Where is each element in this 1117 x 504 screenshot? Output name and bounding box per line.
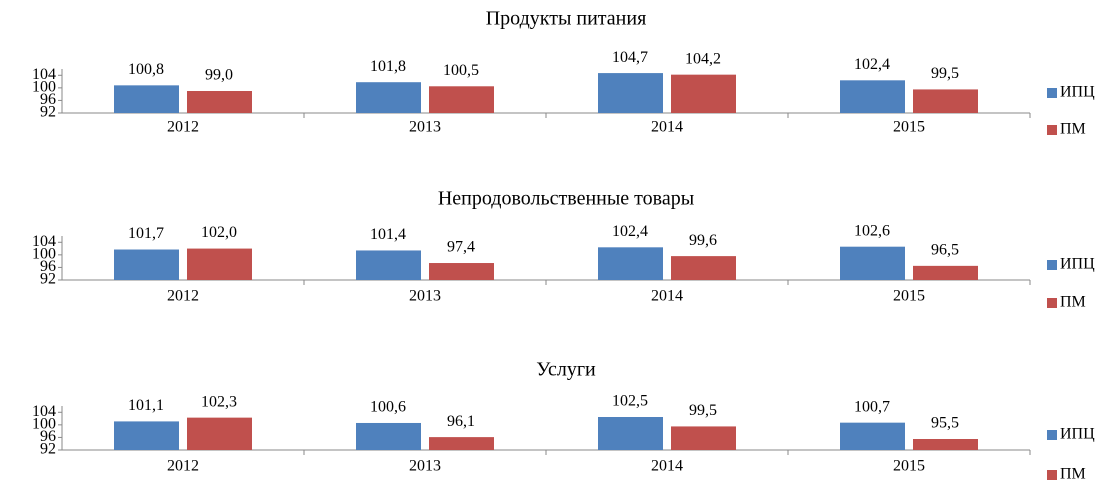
bar	[429, 263, 494, 280]
bar	[671, 256, 736, 280]
x-tick-label: 2013	[409, 119, 441, 136]
bar	[356, 82, 421, 113]
bar	[913, 265, 978, 280]
x-tick-label: 2015	[893, 119, 925, 136]
bar	[429, 437, 494, 450]
data-label: 102,4	[854, 56, 890, 73]
data-label: 96,5	[931, 242, 959, 259]
x-tick-label: 2013	[409, 458, 441, 475]
bar	[840, 246, 905, 280]
data-label: 101,1	[128, 397, 164, 414]
data-label: 100,5	[443, 62, 479, 79]
bar	[598, 417, 663, 450]
data-label: 99,5	[689, 402, 717, 419]
y-tick-label: 92	[40, 271, 56, 288]
y-tick-label: 96	[40, 258, 56, 275]
bar	[356, 422, 421, 450]
data-label: 101,7	[128, 225, 164, 242]
x-tick-label: 2012	[167, 458, 199, 475]
bar	[913, 89, 978, 113]
legend-label: ПМ	[1060, 294, 1086, 311]
x-tick-label: 2014	[651, 119, 683, 136]
legend-swatch	[1047, 470, 1057, 480]
data-label: 102,6	[854, 222, 890, 239]
legend-label: ПМ	[1060, 121, 1086, 138]
y-tick-label: 104	[32, 403, 56, 420]
data-label: 102,3	[201, 393, 237, 410]
y-tick-label: 100	[32, 246, 56, 263]
bar	[429, 86, 494, 113]
bar	[114, 421, 179, 450]
legend-label: ИПЦ	[1060, 426, 1095, 443]
chart-title: Непродовольственные товары	[438, 188, 694, 210]
y-tick-label: 100	[32, 79, 56, 96]
legend-label: ИПЦ	[1060, 84, 1095, 101]
data-label: 96,1	[447, 413, 475, 430]
data-label: 104,2	[685, 50, 721, 67]
bar	[598, 247, 663, 280]
bar	[840, 422, 905, 450]
bar	[187, 417, 252, 450]
y-tick-label: 92	[40, 104, 56, 121]
data-label: 99,0	[205, 67, 233, 84]
data-label: 102,5	[612, 393, 648, 410]
bar	[114, 85, 179, 113]
bar	[114, 249, 179, 280]
bar	[671, 426, 736, 450]
bar	[671, 74, 736, 113]
chart-title: Продукты питания	[486, 8, 647, 30]
data-label: 100,7	[854, 398, 890, 415]
legend-swatch	[1047, 125, 1057, 135]
data-label: 102,0	[201, 224, 237, 241]
x-tick-label: 2012	[167, 119, 199, 136]
legend-swatch	[1047, 298, 1057, 308]
data-label: 97,4	[447, 239, 475, 256]
x-tick-label: 2013	[409, 288, 441, 305]
y-tick-label: 96	[40, 91, 56, 108]
legend-swatch	[1047, 260, 1057, 270]
legend-label: ИПЦ	[1060, 256, 1095, 273]
y-tick-label: 104	[32, 66, 56, 83]
y-tick-label: 92	[40, 441, 56, 458]
legend-swatch	[1047, 430, 1057, 440]
y-tick-label: 104	[32, 233, 56, 250]
chart-title: Услуги	[536, 359, 596, 381]
data-label: 101,4	[370, 226, 406, 243]
bar	[187, 248, 252, 280]
data-label: 99,5	[931, 65, 959, 82]
bar	[840, 80, 905, 113]
data-label: 95,5	[931, 415, 959, 432]
bar	[356, 250, 421, 280]
x-tick-label: 2012	[167, 288, 199, 305]
x-tick-label: 2015	[893, 288, 925, 305]
data-label: 100,6	[370, 399, 406, 416]
data-label: 99,6	[689, 232, 717, 249]
data-label: 102,4	[612, 223, 648, 240]
bar	[187, 91, 252, 113]
data-label: 101,8	[370, 58, 406, 75]
y-tick-label: 100	[32, 416, 56, 433]
data-label: 104,7	[612, 49, 648, 66]
legend-label: ПМ	[1060, 466, 1086, 483]
legend-swatch	[1047, 88, 1057, 98]
data-label: 100,8	[128, 61, 164, 78]
bar	[598, 73, 663, 113]
x-tick-label: 2014	[651, 288, 683, 305]
bar	[913, 439, 978, 450]
y-tick-label: 96	[40, 428, 56, 445]
x-tick-label: 2015	[893, 458, 925, 475]
x-tick-label: 2014	[651, 458, 683, 475]
